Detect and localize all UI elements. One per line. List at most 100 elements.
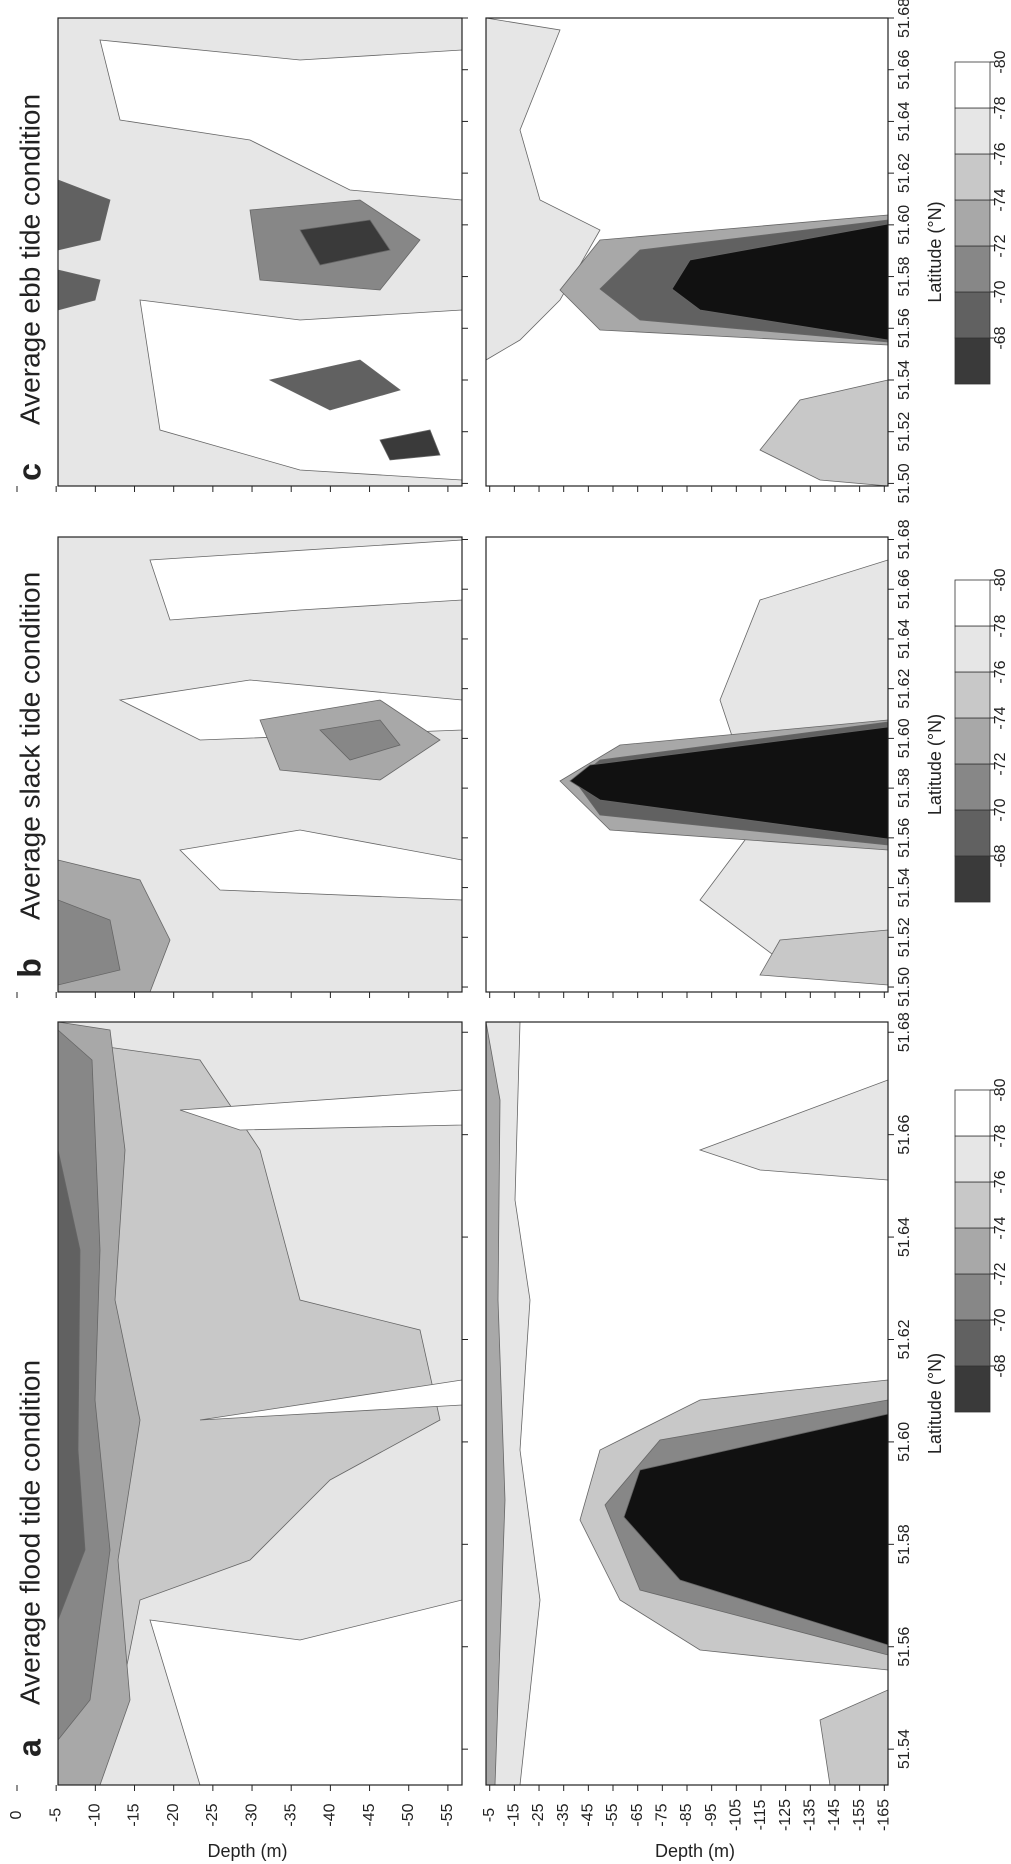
panel-title: Average slack tide condition: [14, 572, 45, 920]
y-tick-label: -125: [777, 1799, 794, 1831]
plot-frame: [57, 1021, 463, 1786]
colorbar-label: -68: [992, 844, 1009, 867]
y-tick-label: -5: [47, 1808, 64, 1822]
colorbar-swatch: [954, 153, 991, 201]
colorbar-label: -78: [992, 614, 1009, 637]
colorbar-swatch: [954, 855, 991, 903]
x-tick-label: 51.64: [896, 101, 913, 141]
y-tick-label: -55: [604, 1803, 621, 1826]
colorbar-label: -74: [992, 1216, 1009, 1239]
x-tick-label: 51.66: [896, 50, 913, 90]
x-tick-label: 51.56: [896, 308, 913, 348]
x-tick-label: 51.50: [896, 463, 913, 503]
y-tick-label: -145: [826, 1799, 843, 1831]
colorbar-swatch: [954, 337, 991, 385]
colorbar-swatch: [954, 199, 991, 247]
contour-fill: [58, 18, 462, 486]
x-tick-label: 51.56: [896, 818, 913, 858]
y-tick-label: -45: [361, 1803, 378, 1826]
colorbar-label: -72: [992, 752, 1009, 775]
x-tick-label: 51.62: [896, 1319, 913, 1359]
axis-title: Latitude (°N): [925, 201, 945, 302]
colorbar-label: -74: [992, 188, 1009, 211]
y-tick-label: -15: [126, 1803, 143, 1826]
axis-title: Depth (m): [207, 1841, 287, 1861]
y-tick-label: -25: [530, 1803, 547, 1826]
y-tick-label: -165: [876, 1799, 893, 1831]
y-tick-label: -45: [580, 1803, 597, 1826]
colorbar-label: -76: [992, 660, 1009, 683]
colorbar-swatch: [954, 1319, 991, 1367]
y-tick-label: -40: [322, 1803, 339, 1826]
plot-frame: [57, 17, 463, 487]
y-tick-label: -155: [851, 1799, 868, 1831]
x-tick-label: 51.60: [896, 205, 913, 245]
x-tick-label: 51.52: [896, 917, 913, 957]
contour-fill: [486, 1022, 888, 1785]
y-tick-label: -50: [400, 1803, 417, 1826]
colorbar-label: -78: [992, 96, 1009, 119]
colorbar-label: -80: [992, 50, 1009, 73]
y-tick-label: 0: [8, 1810, 25, 1819]
y-tick-label: -30: [243, 1803, 260, 1826]
panel-title: Average flood tide condition: [14, 1360, 45, 1705]
colorbar-swatch: [954, 717, 991, 765]
colorbar-swatch: [954, 245, 991, 293]
y-tick-label: -10: [87, 1803, 104, 1826]
colorbar-label: -70: [992, 798, 1009, 821]
y-tick-label: -75: [654, 1803, 671, 1826]
contour-fill: [58, 537, 462, 992]
axis-title: Latitude (°N): [925, 714, 945, 815]
panel-label: a: [11, 1739, 47, 1757]
colorbar-swatch: [954, 291, 991, 339]
colorbar-swatch: [954, 61, 991, 109]
x-tick-label: 51.68: [896, 0, 913, 38]
x-tick-label: 51.54: [896, 867, 913, 907]
x-tick-label: 51.68: [896, 1012, 913, 1052]
panel-label: b: [11, 958, 47, 978]
x-tick-label: 51.64: [896, 619, 913, 659]
y-tick-label: -65: [629, 1803, 646, 1826]
colorbar-swatch: [954, 107, 991, 155]
colorbar-swatch: [954, 625, 991, 673]
colorbar-swatch: [954, 763, 991, 811]
colorbar-swatch: [954, 809, 991, 857]
x-tick-label: 51.50: [896, 967, 913, 1007]
colorbar-swatch: [954, 1181, 991, 1229]
contour-fill: [486, 18, 888, 486]
colorbar-swatch: [954, 1089, 991, 1137]
y-tick-label: -35: [282, 1803, 299, 1826]
colorbar-swatch: [954, 1273, 991, 1321]
colorbar-swatch: [954, 1227, 991, 1275]
colorbar-swatch: [954, 671, 991, 719]
x-tick-label: 51.60: [896, 718, 913, 758]
colorbar-label: -70: [992, 280, 1009, 303]
y-tick-label: -35: [555, 1803, 572, 1826]
x-tick-label: 51.58: [896, 1524, 913, 1564]
colorbar-label: -74: [992, 706, 1009, 729]
y-tick-label: -5: [481, 1808, 498, 1822]
y-tick-label: -105: [728, 1799, 745, 1831]
colorbar-label: -68: [992, 1354, 1009, 1377]
y-tick-label: -135: [802, 1799, 819, 1831]
colorbar-label: -68: [992, 326, 1009, 349]
axis-title: Latitude (°N): [925, 1353, 945, 1454]
panel-label: c: [11, 463, 47, 481]
colorbar-label: -80: [992, 568, 1009, 591]
x-tick-label: 51.58: [896, 256, 913, 296]
colorbar-label: -76: [992, 1170, 1009, 1193]
x-tick-label: 51.54: [896, 1729, 913, 1769]
contour-fill: [58, 1022, 462, 1785]
plot-frame: [57, 536, 463, 993]
x-tick-label: 51.52: [896, 412, 913, 452]
axis-title: Depth (m): [655, 1841, 735, 1861]
contour-fill: [486, 537, 888, 992]
x-tick-label: 51.58: [896, 768, 913, 808]
y-tick-label: -85: [678, 1803, 695, 1826]
x-tick-label: 51.66: [896, 1115, 913, 1155]
colorbar-label: -80: [992, 1078, 1009, 1101]
x-tick-label: 51.64: [896, 1217, 913, 1257]
y-tick-label: -115: [752, 1799, 769, 1830]
x-tick-label: 51.54: [896, 360, 913, 400]
